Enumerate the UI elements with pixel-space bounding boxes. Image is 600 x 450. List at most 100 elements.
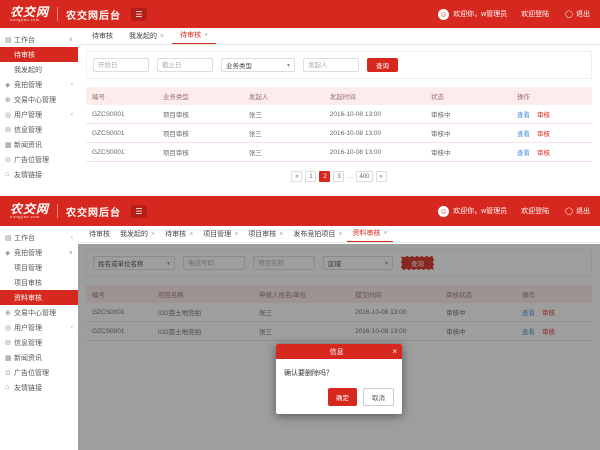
sidebar-item-project-review[interactable]: 项目审核 [0,275,78,290]
close-icon[interactable]: × [151,230,156,238]
close-icon[interactable]: × [234,230,239,238]
initiator-input[interactable] [303,58,359,72]
sidebar-item-pending-review[interactable]: 待审核 [0,47,78,62]
page-button-last[interactable]: 400 [356,171,373,182]
cell-applicant: 张三 [252,303,350,322]
close-icon[interactable]: × [338,230,343,238]
page-button-1[interactable]: 1 [305,171,317,182]
region-select[interactable]: 区域 ▾ [323,256,393,270]
prev-page-button[interactable]: « [291,171,303,182]
search-button[interactable]: 查询 [367,58,398,72]
view-link[interactable]: 查看 [517,131,530,138]
tab-project-review[interactable]: 项目审核 × [243,226,288,242]
content-area: 业务类型 ▾ 查询 编号 [78,45,600,182]
audit-link[interactable]: 审核 [537,112,550,119]
audit-link[interactable]: 审核 [542,329,556,336]
start-date-input[interactable] [93,58,149,72]
user-mgmt-icon: ◎ [5,324,12,332]
welcome-text: 欢迎你，w管理员 [453,208,508,215]
cell-project-name: 032亩土地竞拍 [151,321,253,341]
cell-id: GZCS0001 [86,123,157,143]
audit-link[interactable]: 审核 [542,310,556,317]
sidebar-item-ad-mgmt[interactable]: ⊙ 广告位管理 [0,365,78,380]
login-link[interactable]: 欢迎登陆 [521,11,550,18]
sidebar-item-info-mgmt[interactable]: ✉ 信息管理 [0,335,78,350]
sidebar-item-auction-mgmt[interactable]: ◈ 竞拍管理 ‹ [0,77,78,92]
tab-pending-review-fixed[interactable]: 待审核 [84,226,115,242]
sidebar-item-material-review[interactable]: 资料审核 [0,290,78,305]
confirm-button[interactable]: 确定 [328,388,357,406]
end-date-input[interactable] [157,58,213,72]
close-icon[interactable]: × [204,31,209,39]
sidebar-item-user-mgmt[interactable]: ◎ 用户管理 ‹ [0,107,78,122]
page-button-2-active[interactable]: 2 [319,171,331,182]
tab-pending-review[interactable]: 待审核 × [160,226,198,242]
close-icon[interactable]: × [383,229,388,237]
close-icon[interactable]: × [279,230,284,238]
avatar[interactable]: ☺ [438,205,450,217]
menu-toggle-button[interactable]: ☰ [131,204,148,218]
sidebar-item-project-mgmt[interactable]: 项目管理 [0,260,78,275]
menu-toggle-button[interactable]: ☰ [131,7,148,21]
audit-link[interactable]: 审核 [537,131,550,138]
brand-subtitle: nongjiao.com [10,17,40,22]
sidebar-item-info-mgmt[interactable]: ✉ 信息管理 [0,122,78,137]
app-header: 农交网 nongjiao.com 农交网后台 ☰ ☺ 欢迎你，w管理员 欢迎登陆… [0,196,600,226]
tab-material-review[interactable]: 资料审核 × [347,226,393,242]
chevron-down-icon: ∨ [68,250,73,256]
sidebar-item-ad-mgmt[interactable]: ⊙ 广告位管理 [0,152,78,167]
chevron-left-icon: ‹ [71,234,73,241]
close-icon[interactable]: × [160,32,165,40]
sidebar-item-user-mgmt[interactable]: ◎ 用户管理 ‹ [0,320,78,335]
sidebar-item-label: 新闻资讯 [14,354,42,362]
col-header: 业务类型 [156,87,243,105]
audit-link[interactable]: 审核 [537,150,550,157]
project-name-input[interactable] [253,256,315,270]
sidebar-item-trade-center[interactable]: ⊕ 交易中心管理 [0,92,78,107]
tab-pending-review[interactable]: 待审核 × [172,28,217,44]
name-or-unit-select[interactable]: 姓名或单位名称 ▾ [93,256,175,270]
power-icon: ◯ [565,208,573,215]
view-link[interactable]: 查看 [517,150,530,157]
logout-link[interactable]: 退出 [576,208,590,215]
phone-input[interactable] [183,256,245,270]
sidebar-item-news[interactable]: ▦ 新闻资讯 [0,137,78,152]
tab-project-mgmt[interactable]: 项目管理 × [198,226,243,242]
tab-label: 待审核 [180,32,202,39]
login-link[interactable]: 欢迎登陆 [521,208,550,215]
page-button-3[interactable]: 3 [333,171,345,182]
tab-label: 待审核 [92,33,113,40]
sidebar-item-label: 竞拍管理 [14,249,42,257]
sidebar-item-my-initiated[interactable]: 我发起的 [0,62,78,77]
close-icon[interactable]: × [392,346,397,356]
close-icon[interactable]: × [189,230,194,238]
sidebar-item-friend-links[interactable]: ⌂ 友情链接 [0,380,78,395]
business-type-select[interactable]: 业务类型 ▾ [221,58,295,72]
view-link[interactable]: 查看 [522,310,536,317]
tab-publish-auction-project[interactable]: 发布竞拍项目 × [288,226,347,242]
sidebar-item-friend-links[interactable]: ⌂ 友情链接 [0,167,78,182]
brand-logo[interactable]: 农交网 nongjiao.com [10,203,49,219]
cancel-button[interactable]: 取消 [363,388,394,406]
sidebar-item-news[interactable]: ▦ 新闻资讯 [0,350,78,365]
logout-link[interactable]: 退出 [576,11,590,18]
sidebar: ▤ 工作台 ‹ ◈ 竞拍管理 ∨ 项目管理 项目审核 资料审核 [0,226,78,450]
tab-my-initiated[interactable]: 我发起的 × [115,226,160,242]
view-link[interactable]: 查看 [522,329,536,336]
tab-pending-review-fixed[interactable]: 待审核 [84,28,121,44]
col-header: 审核状态 [440,285,517,303]
avatar[interactable]: ☺ [438,8,450,20]
brand-logo[interactable]: 农交网 nongjiao.com [10,6,49,22]
sidebar-item-auction-mgmt[interactable]: ◈ 竞拍管理 ∨ [0,245,78,260]
hamburger-icon: ☰ [135,9,143,19]
table-row: GZCS0001 032亩土地竞拍 张三 2016-10-08 13:00 审核… [86,321,592,341]
sidebar-item-trade-center[interactable]: ⊕ 交易中心管理 [0,305,78,320]
sidebar-item-workbench[interactable]: ▤ 工作台 ∨ [0,32,78,47]
next-page-button[interactable]: » [375,171,387,182]
tab-my-initiated[interactable]: 我发起的 × [121,28,172,44]
view-link[interactable]: 查看 [517,112,530,119]
sidebar-item-workbench[interactable]: ▤ 工作台 ‹ [0,230,78,245]
chevron-down-icon: ▾ [166,260,170,267]
dialog-message: 确认要删除吗？ [284,370,333,377]
search-button[interactable]: 查询 [401,256,434,270]
